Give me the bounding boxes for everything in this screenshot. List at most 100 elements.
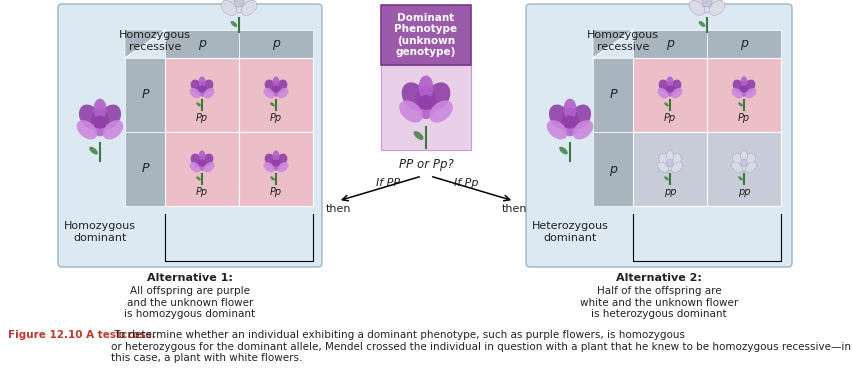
FancyBboxPatch shape bbox=[632, 132, 706, 206]
Ellipse shape bbox=[191, 154, 202, 167]
FancyBboxPatch shape bbox=[239, 132, 313, 206]
Ellipse shape bbox=[737, 176, 742, 180]
Ellipse shape bbox=[425, 82, 450, 111]
Text: then: then bbox=[325, 204, 350, 214]
Ellipse shape bbox=[561, 108, 579, 136]
Ellipse shape bbox=[745, 88, 756, 99]
Ellipse shape bbox=[277, 88, 288, 99]
Ellipse shape bbox=[197, 155, 207, 171]
Ellipse shape bbox=[572, 120, 593, 139]
Text: Homozygous
recessive: Homozygous recessive bbox=[119, 30, 191, 52]
Text: p: p bbox=[198, 38, 205, 51]
Ellipse shape bbox=[743, 80, 755, 93]
Text: P: P bbox=[608, 89, 616, 101]
FancyBboxPatch shape bbox=[592, 58, 632, 132]
Circle shape bbox=[199, 159, 205, 166]
Ellipse shape bbox=[202, 80, 213, 93]
Text: p: p bbox=[608, 162, 616, 176]
Ellipse shape bbox=[413, 131, 423, 140]
Ellipse shape bbox=[199, 151, 205, 162]
Text: p: p bbox=[272, 38, 279, 51]
Text: All offspring are purple
and the unknown flower
is homozygous dominant: All offspring are purple and the unknown… bbox=[124, 286, 256, 319]
Ellipse shape bbox=[671, 162, 682, 172]
Circle shape bbox=[701, 0, 711, 7]
Text: Pp: Pp bbox=[269, 187, 282, 197]
Ellipse shape bbox=[94, 99, 106, 120]
Ellipse shape bbox=[429, 100, 452, 123]
Ellipse shape bbox=[102, 120, 124, 139]
FancyBboxPatch shape bbox=[632, 30, 706, 58]
FancyBboxPatch shape bbox=[239, 58, 313, 132]
Ellipse shape bbox=[665, 76, 673, 87]
Ellipse shape bbox=[418, 76, 433, 100]
Ellipse shape bbox=[737, 102, 742, 107]
Ellipse shape bbox=[399, 100, 423, 123]
FancyBboxPatch shape bbox=[526, 4, 791, 267]
Ellipse shape bbox=[89, 147, 98, 155]
Ellipse shape bbox=[664, 176, 668, 180]
Ellipse shape bbox=[264, 154, 276, 167]
Ellipse shape bbox=[239, 0, 255, 7]
FancyBboxPatch shape bbox=[125, 132, 164, 206]
Ellipse shape bbox=[91, 108, 109, 136]
Ellipse shape bbox=[189, 88, 200, 99]
Ellipse shape bbox=[263, 162, 274, 172]
Ellipse shape bbox=[199, 76, 205, 87]
Text: Figure 12.10 A testcross.: Figure 12.10 A testcross. bbox=[8, 330, 156, 340]
Text: pp: pp bbox=[663, 187, 676, 197]
Ellipse shape bbox=[738, 155, 748, 171]
Text: then: then bbox=[501, 204, 527, 214]
Ellipse shape bbox=[271, 155, 280, 171]
Ellipse shape bbox=[745, 162, 756, 172]
Ellipse shape bbox=[275, 80, 287, 93]
Ellipse shape bbox=[204, 162, 215, 172]
Text: Pp: Pp bbox=[196, 187, 208, 197]
Ellipse shape bbox=[230, 21, 237, 27]
Ellipse shape bbox=[401, 82, 426, 111]
Ellipse shape bbox=[664, 102, 668, 107]
Text: PP or Pp?: PP or Pp? bbox=[398, 158, 453, 171]
Ellipse shape bbox=[708, 1, 724, 15]
Ellipse shape bbox=[658, 154, 670, 167]
FancyBboxPatch shape bbox=[632, 58, 706, 132]
Ellipse shape bbox=[731, 88, 741, 99]
Ellipse shape bbox=[657, 88, 668, 99]
Circle shape bbox=[199, 86, 205, 93]
Ellipse shape bbox=[731, 162, 741, 172]
FancyBboxPatch shape bbox=[164, 132, 239, 206]
Text: p: p bbox=[665, 38, 673, 51]
Circle shape bbox=[418, 95, 433, 110]
Ellipse shape bbox=[732, 154, 743, 167]
Ellipse shape bbox=[743, 154, 755, 167]
Polygon shape bbox=[592, 30, 632, 58]
Ellipse shape bbox=[221, 1, 237, 15]
Ellipse shape bbox=[740, 76, 746, 87]
Circle shape bbox=[94, 115, 106, 128]
Circle shape bbox=[665, 86, 673, 93]
Ellipse shape bbox=[264, 80, 276, 93]
Text: Heterozygous
dominant: Heterozygous dominant bbox=[531, 221, 607, 242]
Ellipse shape bbox=[191, 80, 202, 93]
Circle shape bbox=[563, 115, 576, 128]
Ellipse shape bbox=[79, 104, 101, 129]
Text: Homozygous
dominant: Homozygous dominant bbox=[64, 221, 135, 242]
Ellipse shape bbox=[272, 151, 279, 162]
Text: pp: pp bbox=[737, 187, 750, 197]
Circle shape bbox=[272, 86, 279, 93]
Ellipse shape bbox=[665, 151, 673, 162]
Ellipse shape bbox=[241, 1, 256, 15]
Ellipse shape bbox=[669, 154, 681, 167]
Ellipse shape bbox=[196, 176, 200, 180]
Ellipse shape bbox=[272, 76, 279, 87]
FancyBboxPatch shape bbox=[706, 58, 780, 132]
Ellipse shape bbox=[569, 104, 590, 129]
Ellipse shape bbox=[197, 81, 207, 97]
Ellipse shape bbox=[690, 0, 706, 7]
Circle shape bbox=[233, 0, 244, 7]
Text: Homozygous
recessive: Homozygous recessive bbox=[586, 30, 659, 52]
Ellipse shape bbox=[77, 120, 97, 139]
Ellipse shape bbox=[196, 102, 200, 107]
Text: P: P bbox=[141, 162, 148, 176]
Text: If PP: If PP bbox=[376, 178, 400, 188]
Text: Pp: Pp bbox=[663, 113, 676, 123]
